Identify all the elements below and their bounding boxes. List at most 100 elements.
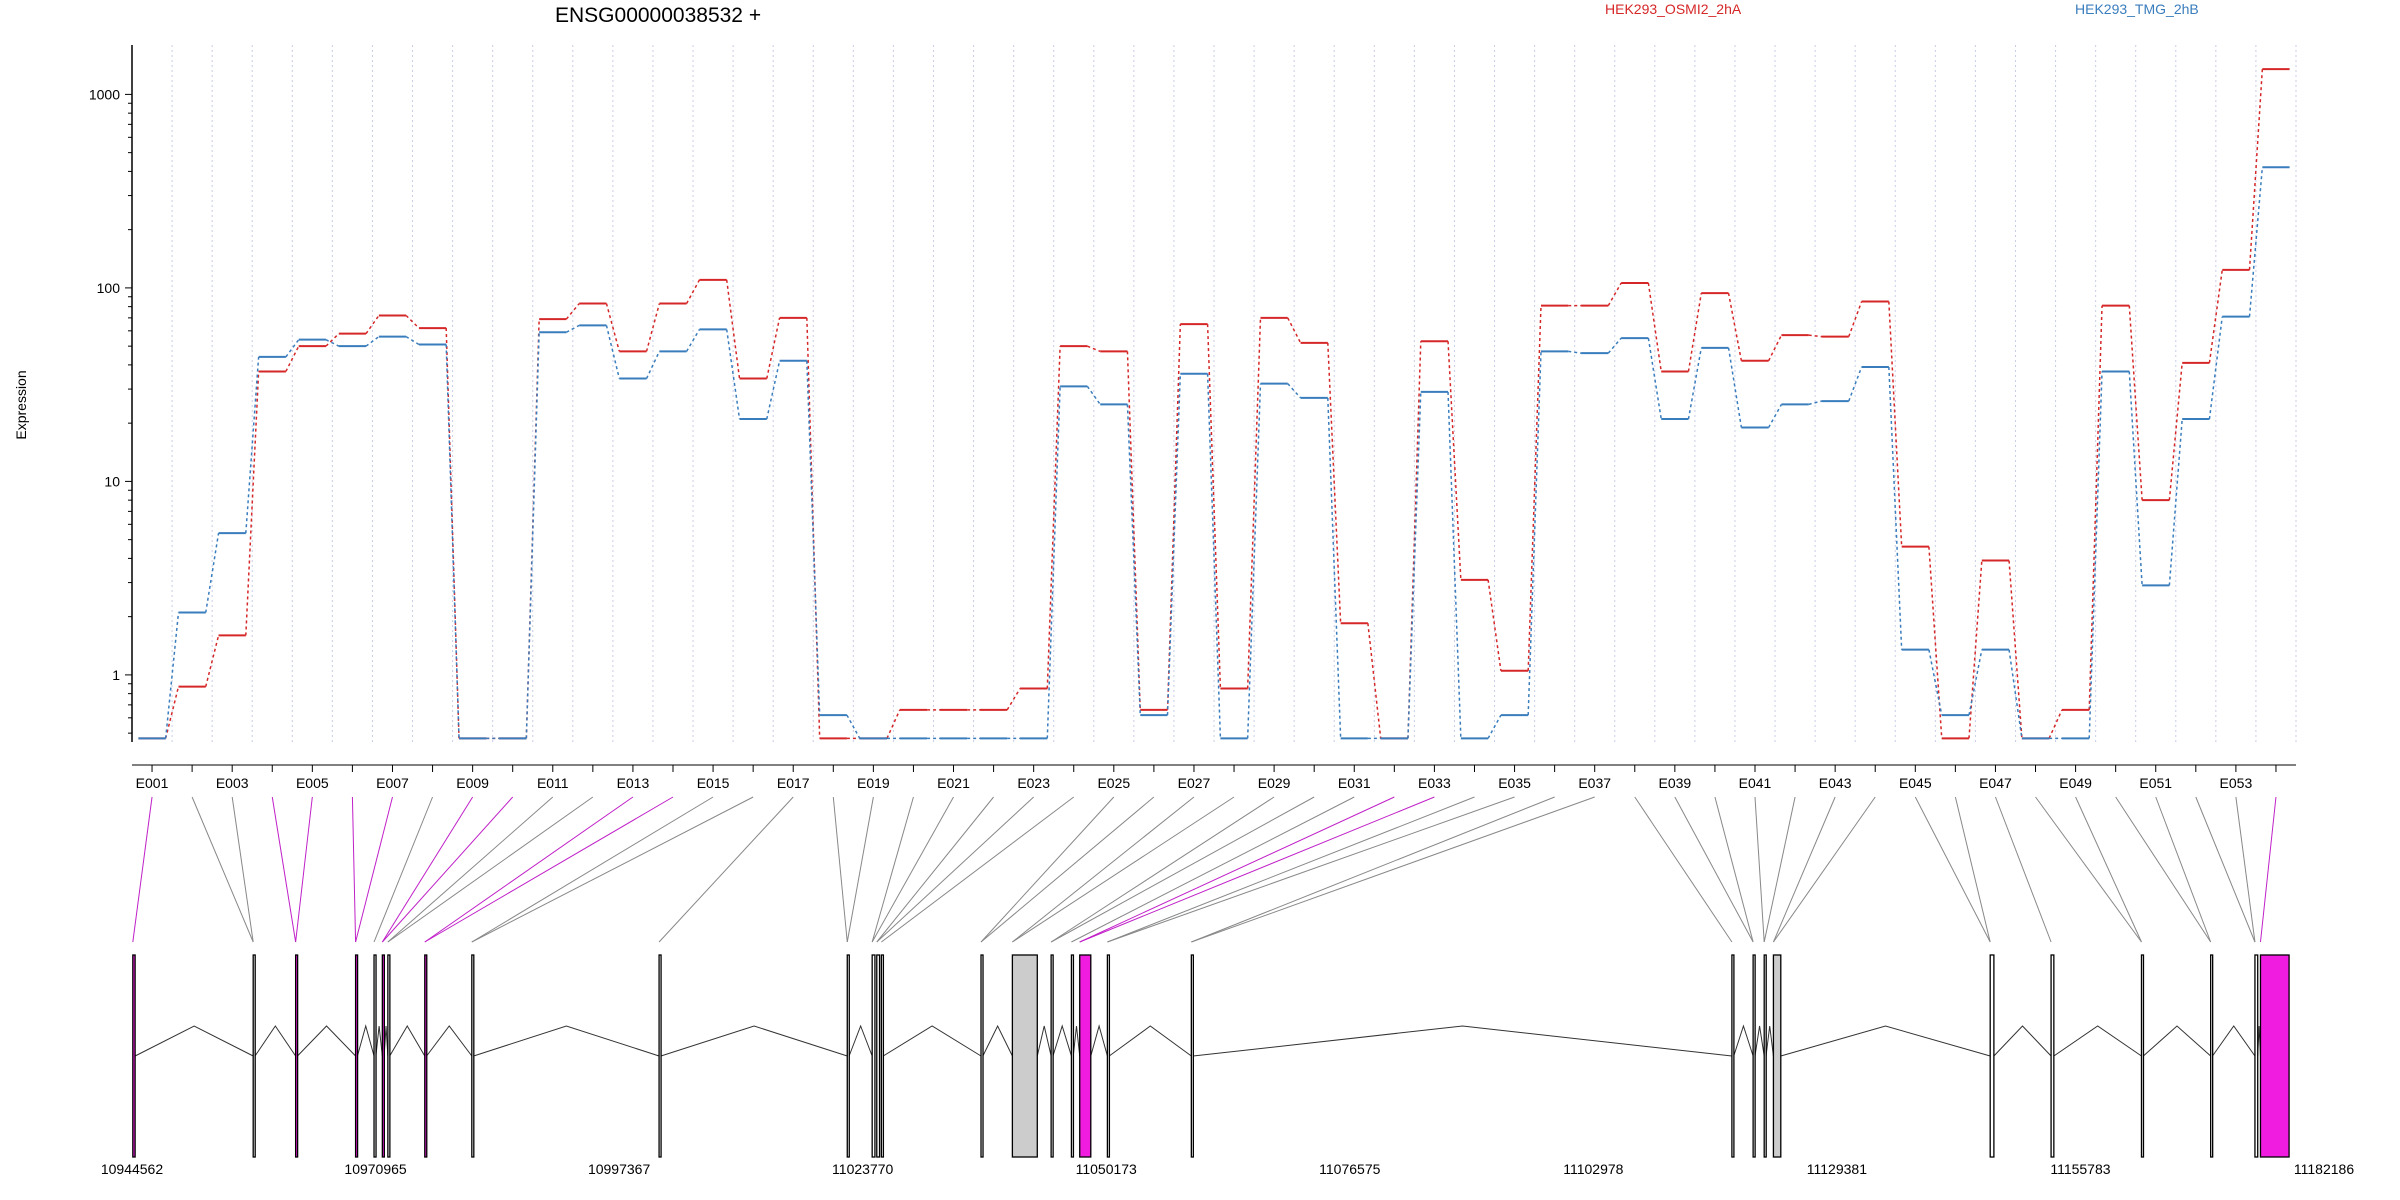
exon-connectors <box>132 796 2277 943</box>
exon-connector <box>658 796 794 943</box>
series-layer <box>138 68 2290 740</box>
exon-connector <box>871 796 954 943</box>
intron <box>882 1025 982 1057</box>
series-connector <box>1928 649 1943 716</box>
series-connector <box>1327 397 1342 739</box>
genomic-axis: 10944562 10970965 10997367 11023770 11050173… <box>101 1161 2354 1177</box>
series-connector <box>1687 347 1703 420</box>
gene-exon <box>1731 954 1735 1158</box>
exon-label: E053 <box>2220 775 2253 791</box>
exon-label: E025 <box>1097 775 1130 791</box>
intron <box>2212 1025 2256 1057</box>
gene-exon <box>1989 954 1995 1158</box>
intron <box>660 1025 848 1057</box>
series-connector <box>605 303 621 352</box>
genomic-tick-label: 11182186 <box>2294 1161 2354 1177</box>
intron <box>1090 1024 1108 1057</box>
gene-exon <box>373 954 377 1158</box>
intron <box>1193 1025 1732 1057</box>
exon-connector <box>1191 796 1595 943</box>
exon-label: E013 <box>617 775 650 791</box>
exon-connector <box>2235 796 2256 943</box>
series-connector <box>2088 305 2103 710</box>
series-connector <box>766 317 781 379</box>
series-connector <box>2208 316 2224 420</box>
exon-connector <box>471 796 714 943</box>
gene-exon <box>2259 954 2290 1158</box>
intron <box>1036 1025 1052 1057</box>
series-connector <box>1568 350 1582 354</box>
exon-connector <box>1071 796 1355 943</box>
exon-connector <box>231 796 254 943</box>
gene-exon <box>2050 954 2055 1158</box>
exon-connector <box>876 796 994 943</box>
intron <box>356 1024 375 1057</box>
series-connector <box>1087 345 1101 353</box>
series-connector <box>1527 305 1542 671</box>
exon-label: E037 <box>1578 775 1611 791</box>
exon-connector <box>2035 796 2142 943</box>
exon-connector <box>424 796 634 943</box>
exon-connector <box>1107 796 1475 943</box>
exon-label: E023 <box>1017 775 1050 791</box>
gene-model <box>132 954 2290 1158</box>
intron <box>254 1025 297 1057</box>
intron <box>1780 1025 1991 1057</box>
series-connector <box>1287 317 1302 344</box>
series-connector <box>685 329 701 352</box>
exon-connector <box>1674 796 1754 943</box>
series-connector <box>2248 69 2264 270</box>
series-connector <box>2008 649 2023 739</box>
genomic-tick-label: 11076575 <box>1319 1161 1380 1177</box>
series-connector <box>1487 714 1502 739</box>
series-connector <box>2128 305 2143 501</box>
series-connector <box>1046 346 1061 689</box>
exon-label: E043 <box>1819 775 1852 791</box>
gene-exon <box>354 954 359 1158</box>
exon-connector <box>1914 796 1991 943</box>
exon-connector <box>387 796 594 943</box>
y-tick-label: 1 <box>112 667 120 683</box>
exon-connector <box>471 796 754 943</box>
gene-exon <box>132 954 136 1158</box>
exon-connector <box>1763 796 1796 943</box>
gene-exon <box>1079 954 1092 1158</box>
series-connector <box>566 324 580 333</box>
series-connector <box>806 360 821 716</box>
exon-connector <box>2155 796 2212 943</box>
exon-connector <box>191 796 254 943</box>
exon-connector <box>381 796 474 943</box>
series-connector <box>1166 324 1182 710</box>
intron <box>1052 1024 1072 1057</box>
exon-connector <box>2259 796 2277 943</box>
series-connector <box>1848 366 1863 402</box>
exon-connector <box>881 796 1075 943</box>
exon-label: E027 <box>1178 775 1211 791</box>
intron <box>1993 1025 2052 1057</box>
y-axis: 1 10 100 1000 <box>89 45 133 742</box>
exon-connector <box>355 796 393 943</box>
gene-exon <box>2140 954 2145 1158</box>
series-connector <box>1607 282 1622 306</box>
genomic-tick-label: 11023770 <box>832 1161 893 1177</box>
series-connector <box>645 351 661 379</box>
exon-connector <box>1954 796 1991 943</box>
gene-exon <box>876 954 881 1158</box>
intron <box>1108 1025 1192 1057</box>
gene-exon <box>424 954 428 1158</box>
series-connector <box>1006 688 1021 711</box>
series-connector <box>525 332 540 739</box>
intron <box>2053 1025 2142 1057</box>
series-connector <box>685 279 701 304</box>
intron <box>1072 1025 1081 1057</box>
series-connector <box>245 371 260 636</box>
series-connector <box>1166 373 1182 716</box>
genomic-tick-label: 11129381 <box>1807 1161 1867 1177</box>
gene-exon <box>381 954 385 1158</box>
series-connector <box>1808 400 1822 406</box>
exon-connector <box>1012 796 1195 943</box>
intron <box>389 1025 426 1057</box>
exon-label: E035 <box>1498 775 1531 791</box>
exon-connector <box>871 796 914 943</box>
gene-exon <box>294 954 299 1158</box>
